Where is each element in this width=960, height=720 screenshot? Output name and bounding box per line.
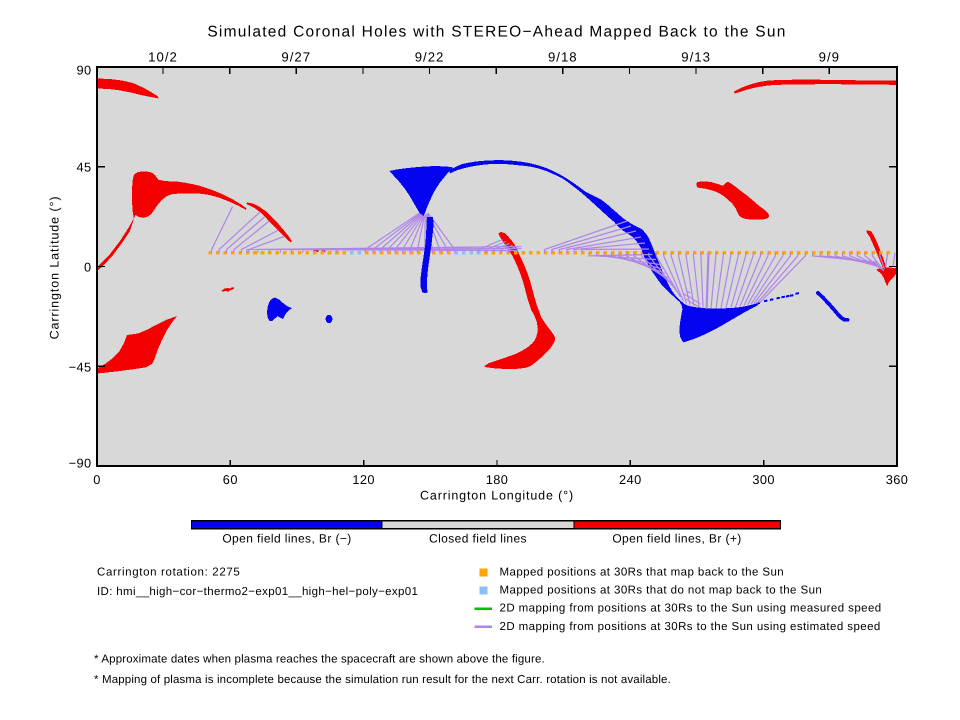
svg-text:−45: −45 <box>69 359 92 374</box>
svg-text:240: 240 <box>619 472 642 487</box>
svg-text:90: 90 <box>76 63 91 78</box>
svg-text:ID: hmi__high−cor−thermo2−exp0: ID: hmi__high−cor−thermo2−exp01__high−he… <box>97 586 418 598</box>
svg-text:Open field lines, Br (−): Open field lines, Br (−) <box>222 532 351 546</box>
svg-text:2D mapping from positions at 3: 2D mapping from positions at 30Rs to the… <box>500 621 881 633</box>
svg-text:Simulated Coronal Holes with S: Simulated Coronal Holes with STEREO−Ahea… <box>207 24 786 41</box>
svg-text:360: 360 <box>886 472 909 487</box>
svg-text:9/18: 9/18 <box>548 50 578 65</box>
svg-text:45: 45 <box>76 160 91 175</box>
svg-text:60: 60 <box>223 472 238 487</box>
svg-text:* Mapping of plasma is incompl: * Mapping of plasma is incomplete becaus… <box>94 674 671 686</box>
svg-text:0: 0 <box>84 260 92 275</box>
svg-text:120: 120 <box>352 472 375 487</box>
svg-text:Carrington rotation: 2275: Carrington rotation: 2275 <box>97 566 240 578</box>
svg-text:10/2: 10/2 <box>148 50 178 65</box>
svg-text:Closed field lines: Closed field lines <box>429 532 527 546</box>
svg-text:9/22: 9/22 <box>415 50 445 65</box>
svg-text:Mapped positions at 30Rs that: Mapped positions at 30Rs that do not map… <box>500 585 823 597</box>
svg-text:9/27: 9/27 <box>281 50 311 65</box>
svg-text:Mapped positions at 30Rs that: Mapped positions at 30Rs that map back t… <box>500 566 785 578</box>
svg-text:−90: −90 <box>69 456 92 471</box>
svg-text:Open field lines, Br (+): Open field lines, Br (+) <box>612 532 741 546</box>
svg-text:Carrington Latitude (°): Carrington Latitude (°) <box>48 196 62 340</box>
svg-text:9/9: 9/9 <box>819 50 840 65</box>
svg-text:300: 300 <box>752 472 775 487</box>
svg-text:Carrington Longitude (°): Carrington Longitude (°) <box>420 489 574 503</box>
svg-text:* Approximate dates when plasm: * Approximate dates when plasma reaches … <box>94 653 545 665</box>
svg-text:0: 0 <box>93 472 101 487</box>
svg-text:2D mapping from positions at 3: 2D mapping from positions at 30Rs to the… <box>500 603 882 615</box>
svg-text:9/13: 9/13 <box>681 50 711 65</box>
svg-text:180: 180 <box>486 472 509 487</box>
